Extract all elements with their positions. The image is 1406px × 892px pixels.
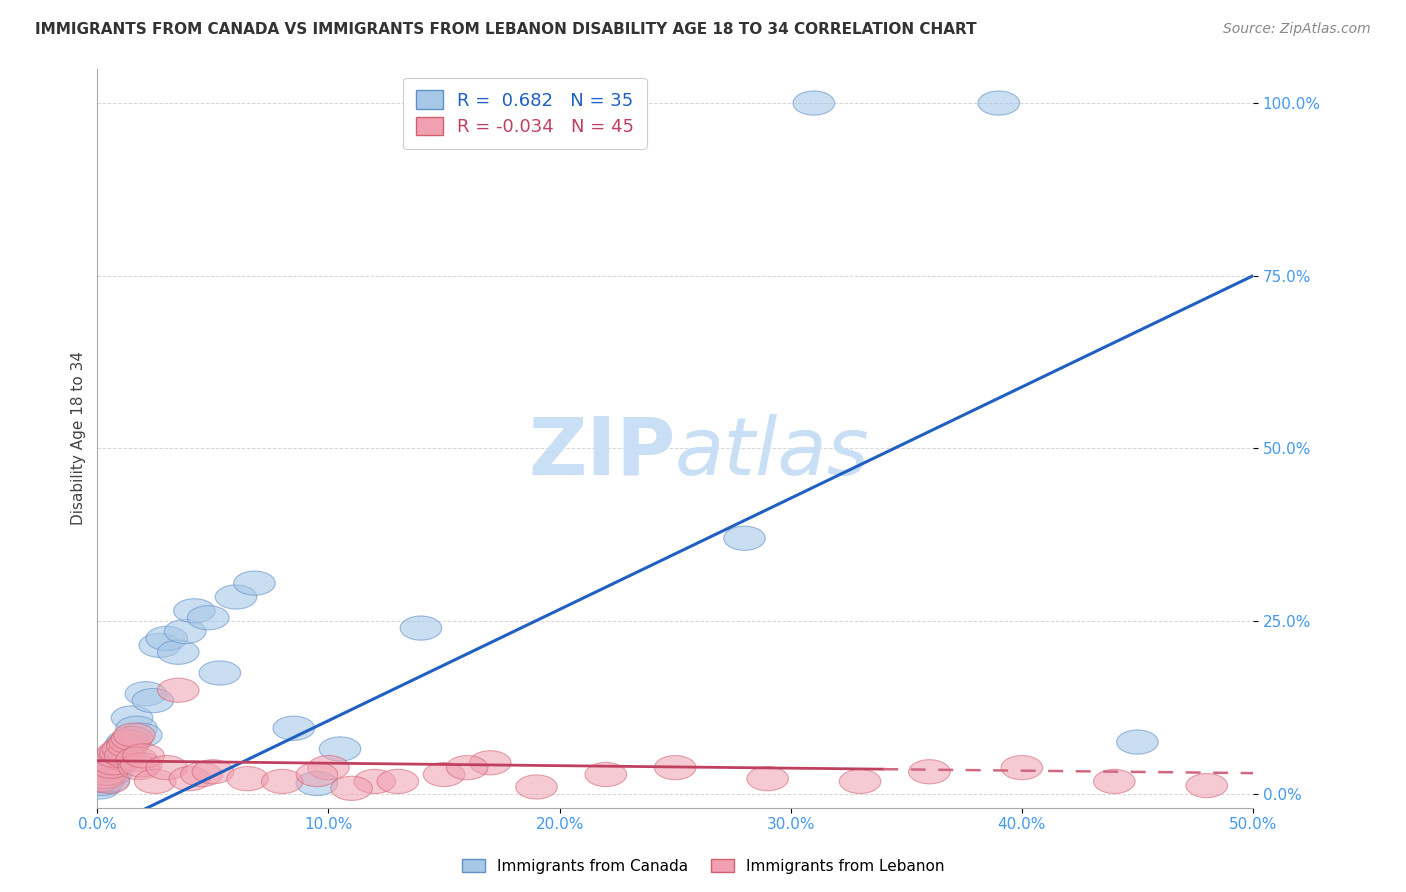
- Ellipse shape: [226, 766, 269, 790]
- Ellipse shape: [103, 740, 143, 764]
- Ellipse shape: [146, 626, 187, 650]
- Legend: Immigrants from Canada, Immigrants from Lebanon: Immigrants from Canada, Immigrants from …: [456, 853, 950, 880]
- Ellipse shape: [132, 689, 173, 713]
- Ellipse shape: [423, 763, 465, 787]
- Ellipse shape: [747, 766, 789, 790]
- Ellipse shape: [319, 737, 361, 761]
- Ellipse shape: [135, 769, 176, 794]
- Ellipse shape: [377, 769, 419, 794]
- Ellipse shape: [165, 619, 207, 644]
- Ellipse shape: [146, 756, 187, 780]
- Ellipse shape: [273, 716, 315, 740]
- Ellipse shape: [585, 763, 627, 787]
- Ellipse shape: [107, 733, 148, 757]
- Ellipse shape: [401, 616, 441, 640]
- Ellipse shape: [93, 751, 135, 775]
- Ellipse shape: [103, 737, 143, 761]
- Ellipse shape: [470, 751, 510, 775]
- Ellipse shape: [157, 678, 200, 702]
- Ellipse shape: [115, 747, 157, 772]
- Ellipse shape: [104, 744, 146, 768]
- Ellipse shape: [1116, 730, 1159, 754]
- Ellipse shape: [187, 606, 229, 630]
- Ellipse shape: [107, 730, 148, 754]
- Ellipse shape: [82, 757, 122, 781]
- Ellipse shape: [118, 756, 160, 780]
- Ellipse shape: [446, 756, 488, 780]
- Ellipse shape: [82, 772, 122, 796]
- Ellipse shape: [114, 723, 155, 747]
- Ellipse shape: [262, 769, 304, 794]
- Ellipse shape: [180, 763, 222, 787]
- Ellipse shape: [308, 756, 349, 780]
- Ellipse shape: [100, 744, 141, 768]
- Ellipse shape: [79, 768, 121, 792]
- Text: Source: ZipAtlas.com: Source: ZipAtlas.com: [1223, 22, 1371, 37]
- Ellipse shape: [724, 526, 765, 550]
- Ellipse shape: [90, 761, 132, 785]
- Ellipse shape: [96, 744, 136, 768]
- Ellipse shape: [108, 730, 150, 754]
- Ellipse shape: [89, 769, 129, 794]
- Ellipse shape: [104, 733, 146, 757]
- Ellipse shape: [297, 772, 337, 796]
- Ellipse shape: [173, 599, 215, 623]
- Ellipse shape: [1001, 756, 1043, 780]
- Ellipse shape: [354, 769, 395, 794]
- Ellipse shape: [839, 769, 882, 794]
- Ellipse shape: [1185, 773, 1227, 797]
- Ellipse shape: [1094, 769, 1135, 794]
- Ellipse shape: [125, 681, 167, 706]
- Ellipse shape: [90, 754, 132, 779]
- Ellipse shape: [193, 760, 233, 784]
- Ellipse shape: [330, 776, 373, 800]
- Ellipse shape: [86, 761, 128, 785]
- Ellipse shape: [122, 744, 165, 768]
- Ellipse shape: [908, 760, 950, 784]
- Ellipse shape: [215, 585, 257, 609]
- Ellipse shape: [100, 740, 141, 764]
- Ellipse shape: [89, 768, 129, 792]
- Ellipse shape: [169, 766, 211, 790]
- Ellipse shape: [83, 764, 125, 789]
- Ellipse shape: [121, 753, 162, 777]
- Ellipse shape: [79, 775, 121, 799]
- Ellipse shape: [297, 763, 337, 787]
- Ellipse shape: [86, 764, 128, 789]
- Ellipse shape: [793, 91, 835, 115]
- Legend: R =  0.682   N = 35, R = -0.034   N = 45: R = 0.682 N = 35, R = -0.034 N = 45: [404, 78, 647, 149]
- Ellipse shape: [97, 751, 139, 775]
- Text: ZIP: ZIP: [527, 414, 675, 491]
- Ellipse shape: [516, 775, 557, 799]
- Ellipse shape: [115, 716, 157, 740]
- Ellipse shape: [233, 571, 276, 595]
- Ellipse shape: [654, 756, 696, 780]
- Ellipse shape: [93, 754, 135, 779]
- Ellipse shape: [111, 726, 153, 751]
- Y-axis label: Disability Age 18 to 34: Disability Age 18 to 34: [72, 351, 86, 525]
- Text: atlas: atlas: [675, 414, 870, 491]
- Ellipse shape: [157, 640, 200, 665]
- Ellipse shape: [83, 768, 125, 792]
- Ellipse shape: [200, 661, 240, 685]
- Ellipse shape: [139, 633, 180, 657]
- Ellipse shape: [121, 723, 162, 747]
- Ellipse shape: [96, 747, 136, 772]
- Text: IMMIGRANTS FROM CANADA VS IMMIGRANTS FROM LEBANON DISABILITY AGE 18 TO 34 CORREL: IMMIGRANTS FROM CANADA VS IMMIGRANTS FRO…: [35, 22, 977, 37]
- Ellipse shape: [111, 706, 153, 730]
- Ellipse shape: [979, 91, 1019, 115]
- Ellipse shape: [97, 740, 139, 764]
